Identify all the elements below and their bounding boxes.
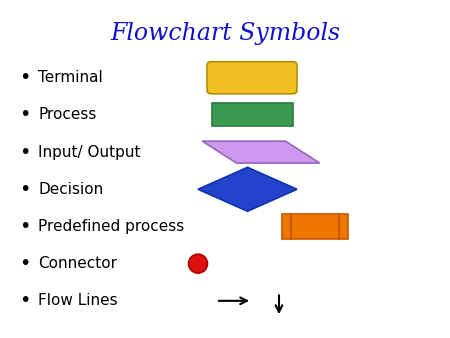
Text: Process: Process <box>38 107 97 122</box>
Text: •: • <box>19 105 31 124</box>
Bar <box>283 214 347 239</box>
Text: Predefined process: Predefined process <box>38 219 184 234</box>
Text: •: • <box>19 143 31 162</box>
Text: •: • <box>19 180 31 199</box>
Polygon shape <box>198 167 297 211</box>
Text: •: • <box>19 254 31 273</box>
Text: Input/ Output: Input/ Output <box>38 145 141 160</box>
Bar <box>212 103 292 126</box>
Text: Flowchart Symbols: Flowchart Symbols <box>110 22 340 45</box>
Text: Terminal: Terminal <box>38 70 103 85</box>
Text: Connector: Connector <box>38 256 117 271</box>
FancyBboxPatch shape <box>207 62 297 94</box>
Polygon shape <box>202 141 320 163</box>
Ellipse shape <box>189 254 207 273</box>
Text: Decision: Decision <box>38 182 104 197</box>
Text: •: • <box>19 217 31 236</box>
Text: •: • <box>19 291 31 310</box>
Text: Flow Lines: Flow Lines <box>38 293 118 308</box>
Text: •: • <box>19 68 31 87</box>
